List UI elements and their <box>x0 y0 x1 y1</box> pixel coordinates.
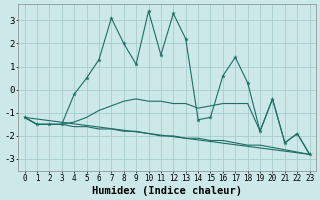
X-axis label: Humidex (Indice chaleur): Humidex (Indice chaleur) <box>92 186 242 196</box>
